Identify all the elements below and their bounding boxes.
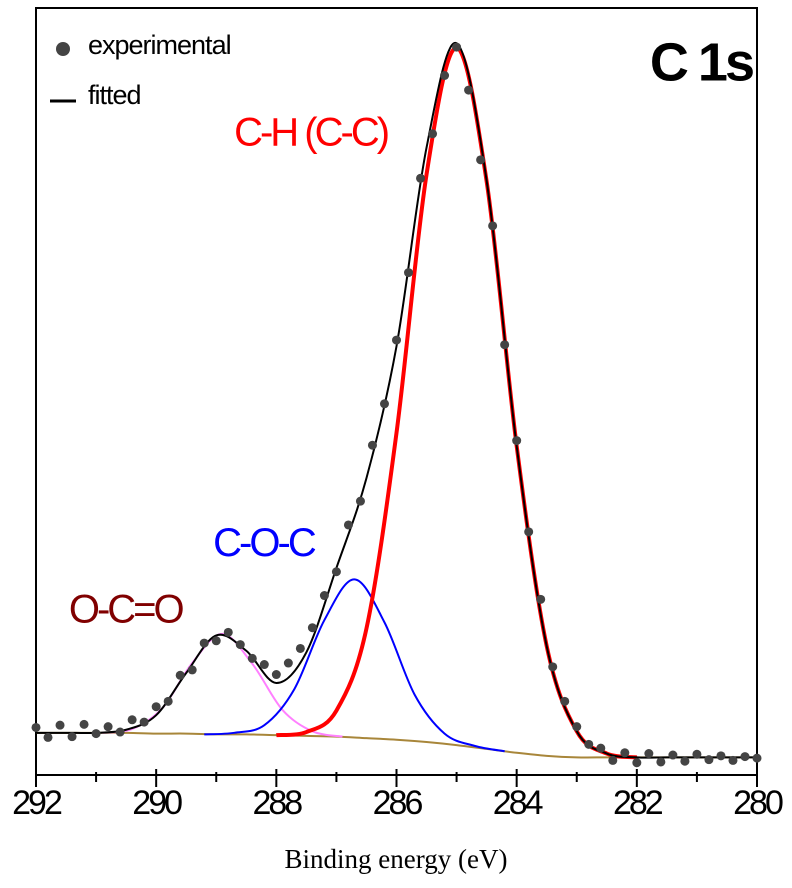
x-tick-label: 286 — [373, 784, 423, 822]
data-point — [43, 732, 53, 742]
data-point — [752, 753, 762, 763]
data-point — [355, 496, 365, 506]
data-point — [55, 720, 65, 730]
data-point — [392, 335, 401, 345]
peak-label: C-H (C-C) — [234, 110, 388, 154]
curve — [204, 578, 505, 753]
chart-title: C 1s — [650, 32, 753, 92]
data-point — [67, 732, 77, 742]
data-point — [476, 155, 486, 165]
data-point — [584, 739, 594, 749]
x-tick-label: 280 — [733, 784, 783, 822]
x-tick-label: 292 — [12, 784, 62, 822]
data-point — [259, 660, 269, 670]
data-point — [331, 567, 341, 577]
data-point — [367, 440, 377, 450]
data-point — [103, 722, 113, 732]
data-point — [572, 722, 582, 732]
data-point — [379, 399, 389, 409]
data-point — [428, 129, 438, 139]
data-point — [716, 751, 726, 761]
legend-symbol — [56, 42, 70, 56]
legend-label: fitted — [88, 80, 141, 110]
data-point — [247, 653, 257, 663]
data-point — [319, 591, 329, 601]
data-point — [440, 70, 450, 80]
data-point — [31, 722, 41, 732]
data-point — [139, 717, 149, 727]
data-point — [512, 436, 522, 446]
data-point — [187, 665, 197, 675]
data-point — [151, 702, 161, 712]
data-point — [91, 729, 101, 739]
data-point — [199, 638, 209, 648]
data-point — [704, 755, 714, 765]
data-point — [620, 748, 630, 758]
data-point — [223, 627, 233, 637]
data-point — [211, 636, 221, 646]
data-point — [740, 752, 750, 762]
data-point — [548, 662, 558, 672]
data-point — [404, 268, 414, 278]
data-point — [127, 715, 137, 725]
data-point — [416, 173, 426, 183]
plot-frame — [35, 7, 758, 776]
data-point — [632, 758, 642, 768]
data-point — [235, 640, 245, 650]
curve — [101, 632, 343, 738]
data-point — [680, 756, 690, 766]
data-point — [79, 719, 89, 729]
legend-label: experimental — [88, 30, 231, 60]
x-tick-label: 284 — [493, 784, 543, 822]
data-point — [343, 520, 353, 530]
data-point — [560, 696, 570, 706]
data-point — [500, 340, 510, 350]
x-tick-label: 288 — [252, 784, 302, 822]
data-point — [115, 727, 125, 737]
peak-label: C-O-C — [213, 521, 316, 565]
data-point — [608, 755, 618, 765]
x-tick-label: 290 — [132, 784, 182, 822]
data-point — [728, 755, 738, 765]
data-point — [692, 749, 702, 759]
data-point — [524, 527, 534, 537]
x-axis-label: Binding energy (eV) — [285, 844, 508, 874]
data-point — [163, 696, 173, 706]
data-point — [668, 750, 678, 760]
peak-label: O-C=O — [69, 587, 184, 631]
data-point — [283, 658, 293, 668]
x-tick-label: 282 — [613, 784, 663, 822]
data-point — [536, 594, 546, 604]
data-point — [307, 623, 317, 633]
data-point — [295, 643, 305, 653]
data-point — [656, 757, 666, 767]
data-point — [452, 42, 462, 52]
data-point — [488, 221, 498, 231]
data-point — [596, 743, 606, 753]
data-point — [175, 670, 185, 680]
data-point — [464, 85, 474, 95]
data-point — [271, 670, 281, 680]
data-point — [644, 749, 654, 759]
